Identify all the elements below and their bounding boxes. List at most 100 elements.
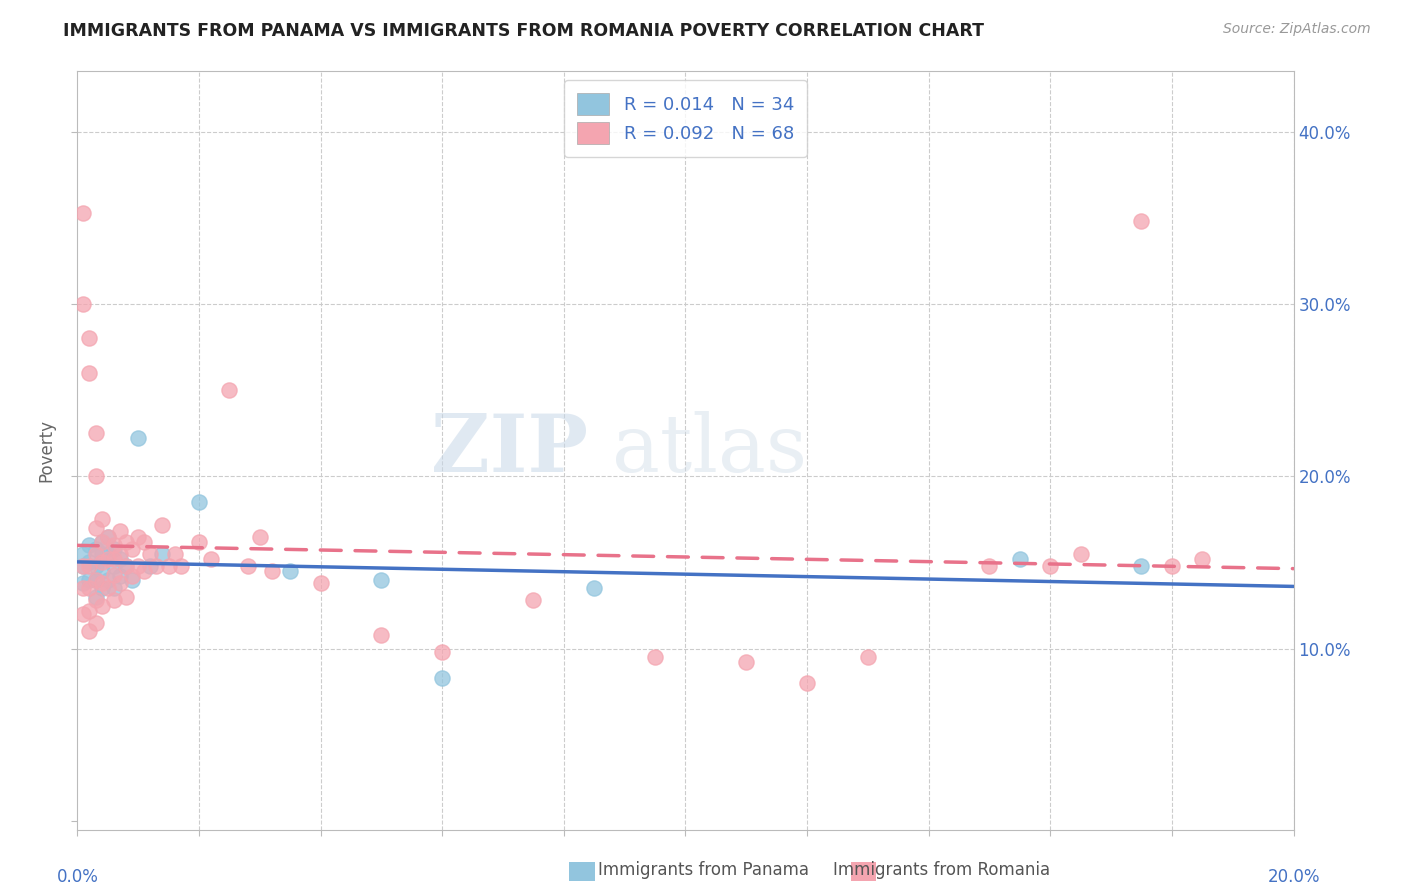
Point [108, 569, 131, 583]
Point [108, 547, 131, 561]
Point [309, 576, 332, 591]
Point [84, 590, 107, 604]
Point [370, 573, 392, 587]
Point [188, 495, 211, 509]
Point [72, 558, 94, 573]
Point [90, 564, 112, 578]
Point [84, 558, 107, 573]
Point [121, 573, 143, 587]
Point [90, 599, 112, 613]
Point [79, 556, 101, 570]
Point [84, 426, 107, 441]
Point [72, 582, 94, 596]
Point [79, 538, 101, 552]
Point [430, 671, 453, 685]
Point [218, 383, 240, 397]
Point [84, 469, 107, 483]
Point [1191, 552, 1213, 566]
Point [134, 564, 156, 578]
Point [115, 590, 138, 604]
Point [200, 552, 222, 566]
Point [583, 582, 606, 596]
Point [1130, 558, 1153, 573]
Point [103, 538, 125, 552]
Legend: R = 0.014   N = 34, R = 0.092   N = 68: R = 0.014 N = 34, R = 0.092 N = 68 [564, 80, 807, 157]
Text: atlas: atlas [613, 411, 807, 490]
Point [370, 628, 392, 642]
Point [856, 650, 879, 665]
Point [90, 512, 112, 526]
Point [79, 604, 101, 618]
Point [152, 517, 174, 532]
Point [115, 558, 138, 573]
Point [97, 547, 120, 561]
Point [79, 573, 101, 587]
Point [170, 558, 193, 573]
Point [1039, 558, 1062, 573]
Point [84, 573, 107, 587]
Point [1008, 552, 1031, 566]
Point [84, 541, 107, 556]
Point [90, 547, 112, 561]
Point [90, 582, 112, 596]
Text: Immigrants from Panama: Immigrants from Panama [598, 861, 808, 879]
Text: 20.0%: 20.0% [1267, 869, 1320, 887]
Point [79, 331, 101, 345]
Point [103, 582, 125, 596]
Point [115, 534, 138, 549]
Point [979, 558, 1001, 573]
Point [260, 564, 283, 578]
Y-axis label: Poverty: Poverty [38, 419, 56, 482]
Point [90, 534, 112, 549]
Point [97, 582, 120, 596]
Point [90, 556, 112, 570]
Point [103, 552, 125, 566]
Point [79, 366, 101, 380]
Point [90, 576, 112, 591]
Point [139, 547, 162, 561]
Text: Immigrants from Romania: Immigrants from Romania [834, 861, 1050, 879]
Point [103, 558, 125, 573]
Point [121, 569, 143, 583]
Point [84, 547, 107, 561]
Point [97, 552, 120, 566]
Point [72, 607, 94, 622]
Text: 0.0%: 0.0% [56, 869, 98, 887]
Point [127, 431, 149, 445]
Point [134, 534, 156, 549]
Point [188, 534, 211, 549]
Point [72, 558, 94, 573]
Point [84, 593, 107, 607]
Text: ZIP: ZIP [432, 411, 588, 490]
Point [103, 567, 125, 582]
Point [97, 530, 120, 544]
Point [1130, 214, 1153, 228]
Point [97, 530, 120, 544]
Point [103, 541, 125, 556]
Point [115, 558, 138, 573]
Point [796, 676, 818, 690]
Point [108, 524, 131, 539]
Point [72, 205, 94, 219]
Point [157, 558, 180, 573]
Point [644, 650, 666, 665]
Point [1161, 558, 1184, 573]
Point [84, 521, 107, 535]
Point [249, 530, 271, 544]
Point [139, 558, 162, 573]
Point [108, 576, 131, 591]
Point [79, 582, 101, 596]
Text: Source: ZipAtlas.com: Source: ZipAtlas.com [1223, 22, 1371, 37]
Point [152, 547, 174, 561]
Point [430, 645, 453, 659]
Point [278, 564, 301, 578]
Point [108, 552, 131, 566]
Point [522, 593, 544, 607]
Point [103, 593, 125, 607]
Point [127, 558, 149, 573]
Point [84, 573, 107, 587]
Point [127, 530, 149, 544]
Point [84, 615, 107, 630]
Point [72, 576, 94, 591]
Point [236, 558, 259, 573]
